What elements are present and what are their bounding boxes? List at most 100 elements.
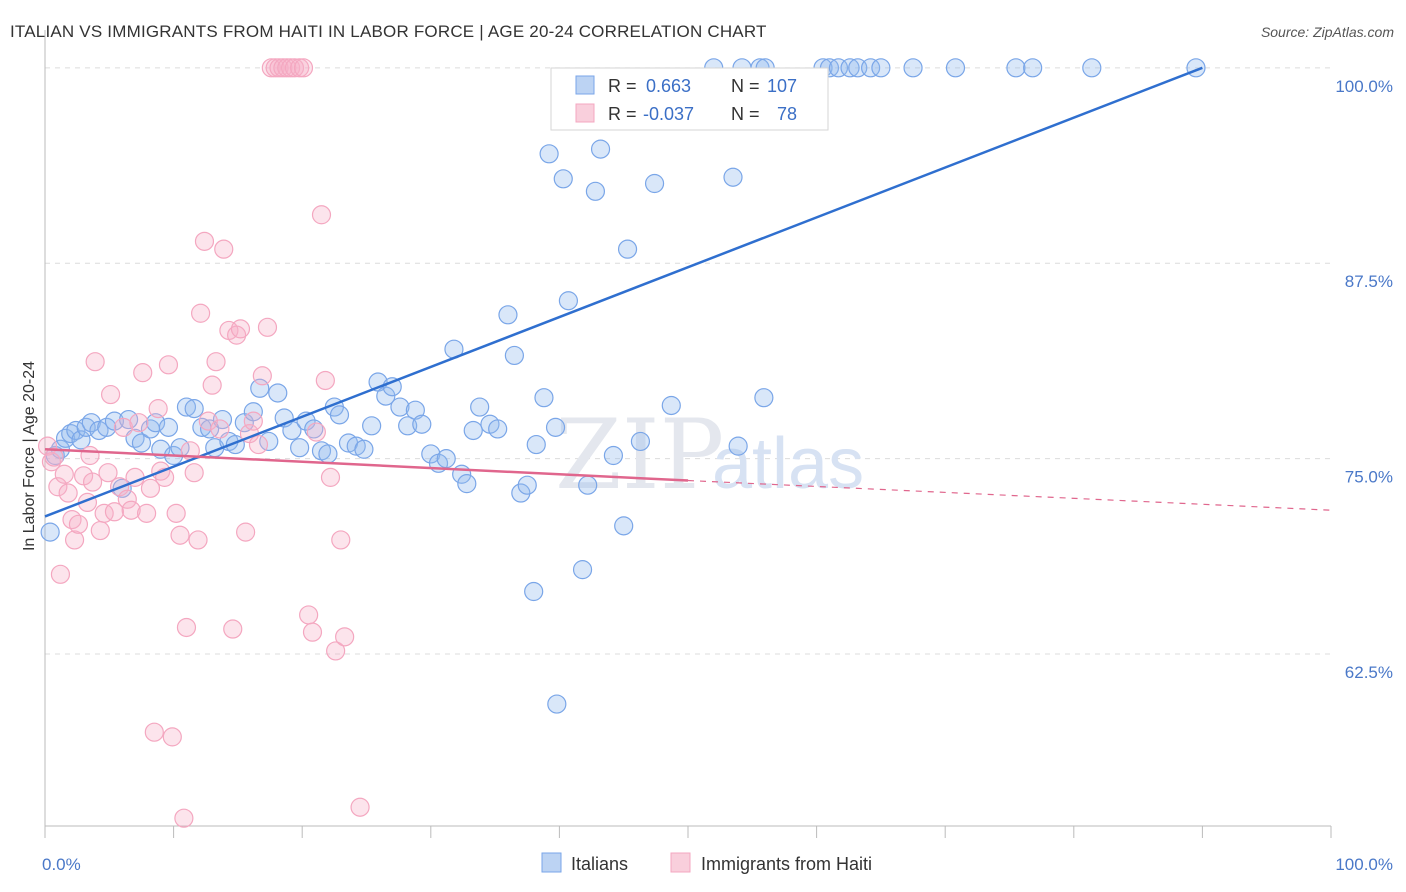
data-point xyxy=(644,173,665,194)
data-point xyxy=(1006,58,1026,78)
data-point xyxy=(248,434,269,455)
data-point xyxy=(94,503,114,523)
trend-lines xyxy=(44,66,1332,518)
data-point xyxy=(136,503,157,523)
data-point xyxy=(166,503,186,523)
trend-line xyxy=(44,66,1203,518)
data-point xyxy=(191,303,211,323)
y-axis-label: In Labor Force | Age 20-24 xyxy=(21,361,38,551)
data-point xyxy=(828,58,849,78)
data-point xyxy=(223,619,243,639)
data-point xyxy=(158,355,179,375)
data-point xyxy=(104,502,125,522)
data-point xyxy=(436,449,456,469)
trend-line xyxy=(44,448,689,482)
data-point xyxy=(329,405,350,425)
legend-n-label-2: N = xyxy=(731,104,760,124)
data-point xyxy=(40,522,60,542)
data-point xyxy=(728,436,748,456)
data-point xyxy=(661,395,681,416)
data-point xyxy=(250,378,270,398)
data-point xyxy=(68,514,89,534)
legend-r-label-1: R = xyxy=(608,76,637,96)
data-point xyxy=(210,419,230,439)
data-point xyxy=(243,411,263,431)
y-tick-label: 87.5% xyxy=(1345,272,1393,291)
bottom-legend-swatch-haiti xyxy=(670,852,691,873)
data-point xyxy=(585,181,606,201)
watermark-atlas: atlas xyxy=(712,424,864,504)
data-point xyxy=(318,444,338,464)
legend-n-label-1: N = xyxy=(731,76,760,96)
data-point xyxy=(230,319,251,339)
data-point xyxy=(113,417,134,437)
legend-box xyxy=(550,67,829,131)
data-point xyxy=(64,530,85,550)
legend-r-value-1: 0.663 xyxy=(646,76,691,96)
data-point xyxy=(457,474,477,494)
data-point xyxy=(335,627,355,647)
bottom-legend-label-italians: Italians xyxy=(571,854,628,874)
y-tick-labels: 62.5% 75.0% 87.5% 100.0% xyxy=(1335,77,1393,682)
data-point xyxy=(320,467,341,487)
data-point xyxy=(315,370,335,391)
data-point xyxy=(354,439,374,459)
data-point xyxy=(304,419,324,439)
data-point xyxy=(331,530,351,550)
data-point xyxy=(498,305,518,325)
data-point xyxy=(200,419,220,439)
data-point xyxy=(630,431,651,452)
data-point xyxy=(184,399,204,419)
data-point xyxy=(140,478,161,498)
data-point xyxy=(71,430,91,450)
data-point xyxy=(553,169,573,189)
data-point xyxy=(346,436,366,456)
x-tick-label: 0.0% xyxy=(42,855,81,874)
data-point xyxy=(517,475,537,495)
data-point xyxy=(268,383,288,403)
data-point xyxy=(488,419,508,439)
watermark: ZIP atlas xyxy=(555,399,864,511)
legend-swatch-haiti xyxy=(575,103,595,123)
data-point xyxy=(306,422,326,442)
data-point xyxy=(617,239,638,259)
data-point xyxy=(98,463,118,483)
chart-source: Source: ZipAtlas.com xyxy=(1260,24,1394,40)
bottom-legend-label-haiti: Immigrants from Haiti xyxy=(701,854,872,874)
data-point xyxy=(350,797,370,817)
data-point xyxy=(1082,58,1102,78)
data-point xyxy=(398,416,418,436)
data-point xyxy=(50,564,71,584)
data-point xyxy=(311,205,332,225)
data-point xyxy=(293,58,314,78)
data-point xyxy=(871,58,891,78)
data-point xyxy=(578,475,598,495)
data-point xyxy=(603,445,624,466)
chart-title: ITALIAN VS IMMIGRANTS FROM HAITI IN LABO… xyxy=(10,22,767,41)
legend-swatch-italians xyxy=(575,75,595,95)
data-point xyxy=(903,58,923,78)
data-point xyxy=(44,447,64,467)
data-point xyxy=(504,345,524,366)
data-point xyxy=(376,386,396,406)
data-point xyxy=(176,397,197,417)
data-point xyxy=(194,231,215,251)
data-point xyxy=(145,413,166,433)
data-point xyxy=(133,363,153,383)
data-point xyxy=(144,722,164,742)
data-point xyxy=(524,581,544,602)
data-point xyxy=(170,525,190,545)
data-point xyxy=(257,317,278,337)
data-point xyxy=(97,417,117,437)
data-point xyxy=(81,413,101,433)
y-tick-label: 62.5% xyxy=(1345,663,1393,682)
data-point xyxy=(547,694,567,714)
legend-r-value-2: -0.037 xyxy=(643,104,694,124)
x-tick-label: 100.0% xyxy=(1335,855,1393,874)
bottom-legend: Italians Immigrants from Haiti xyxy=(541,852,872,874)
data-point xyxy=(302,622,323,642)
data-point xyxy=(176,617,197,638)
data-point xyxy=(82,472,103,492)
data-point xyxy=(158,417,179,437)
